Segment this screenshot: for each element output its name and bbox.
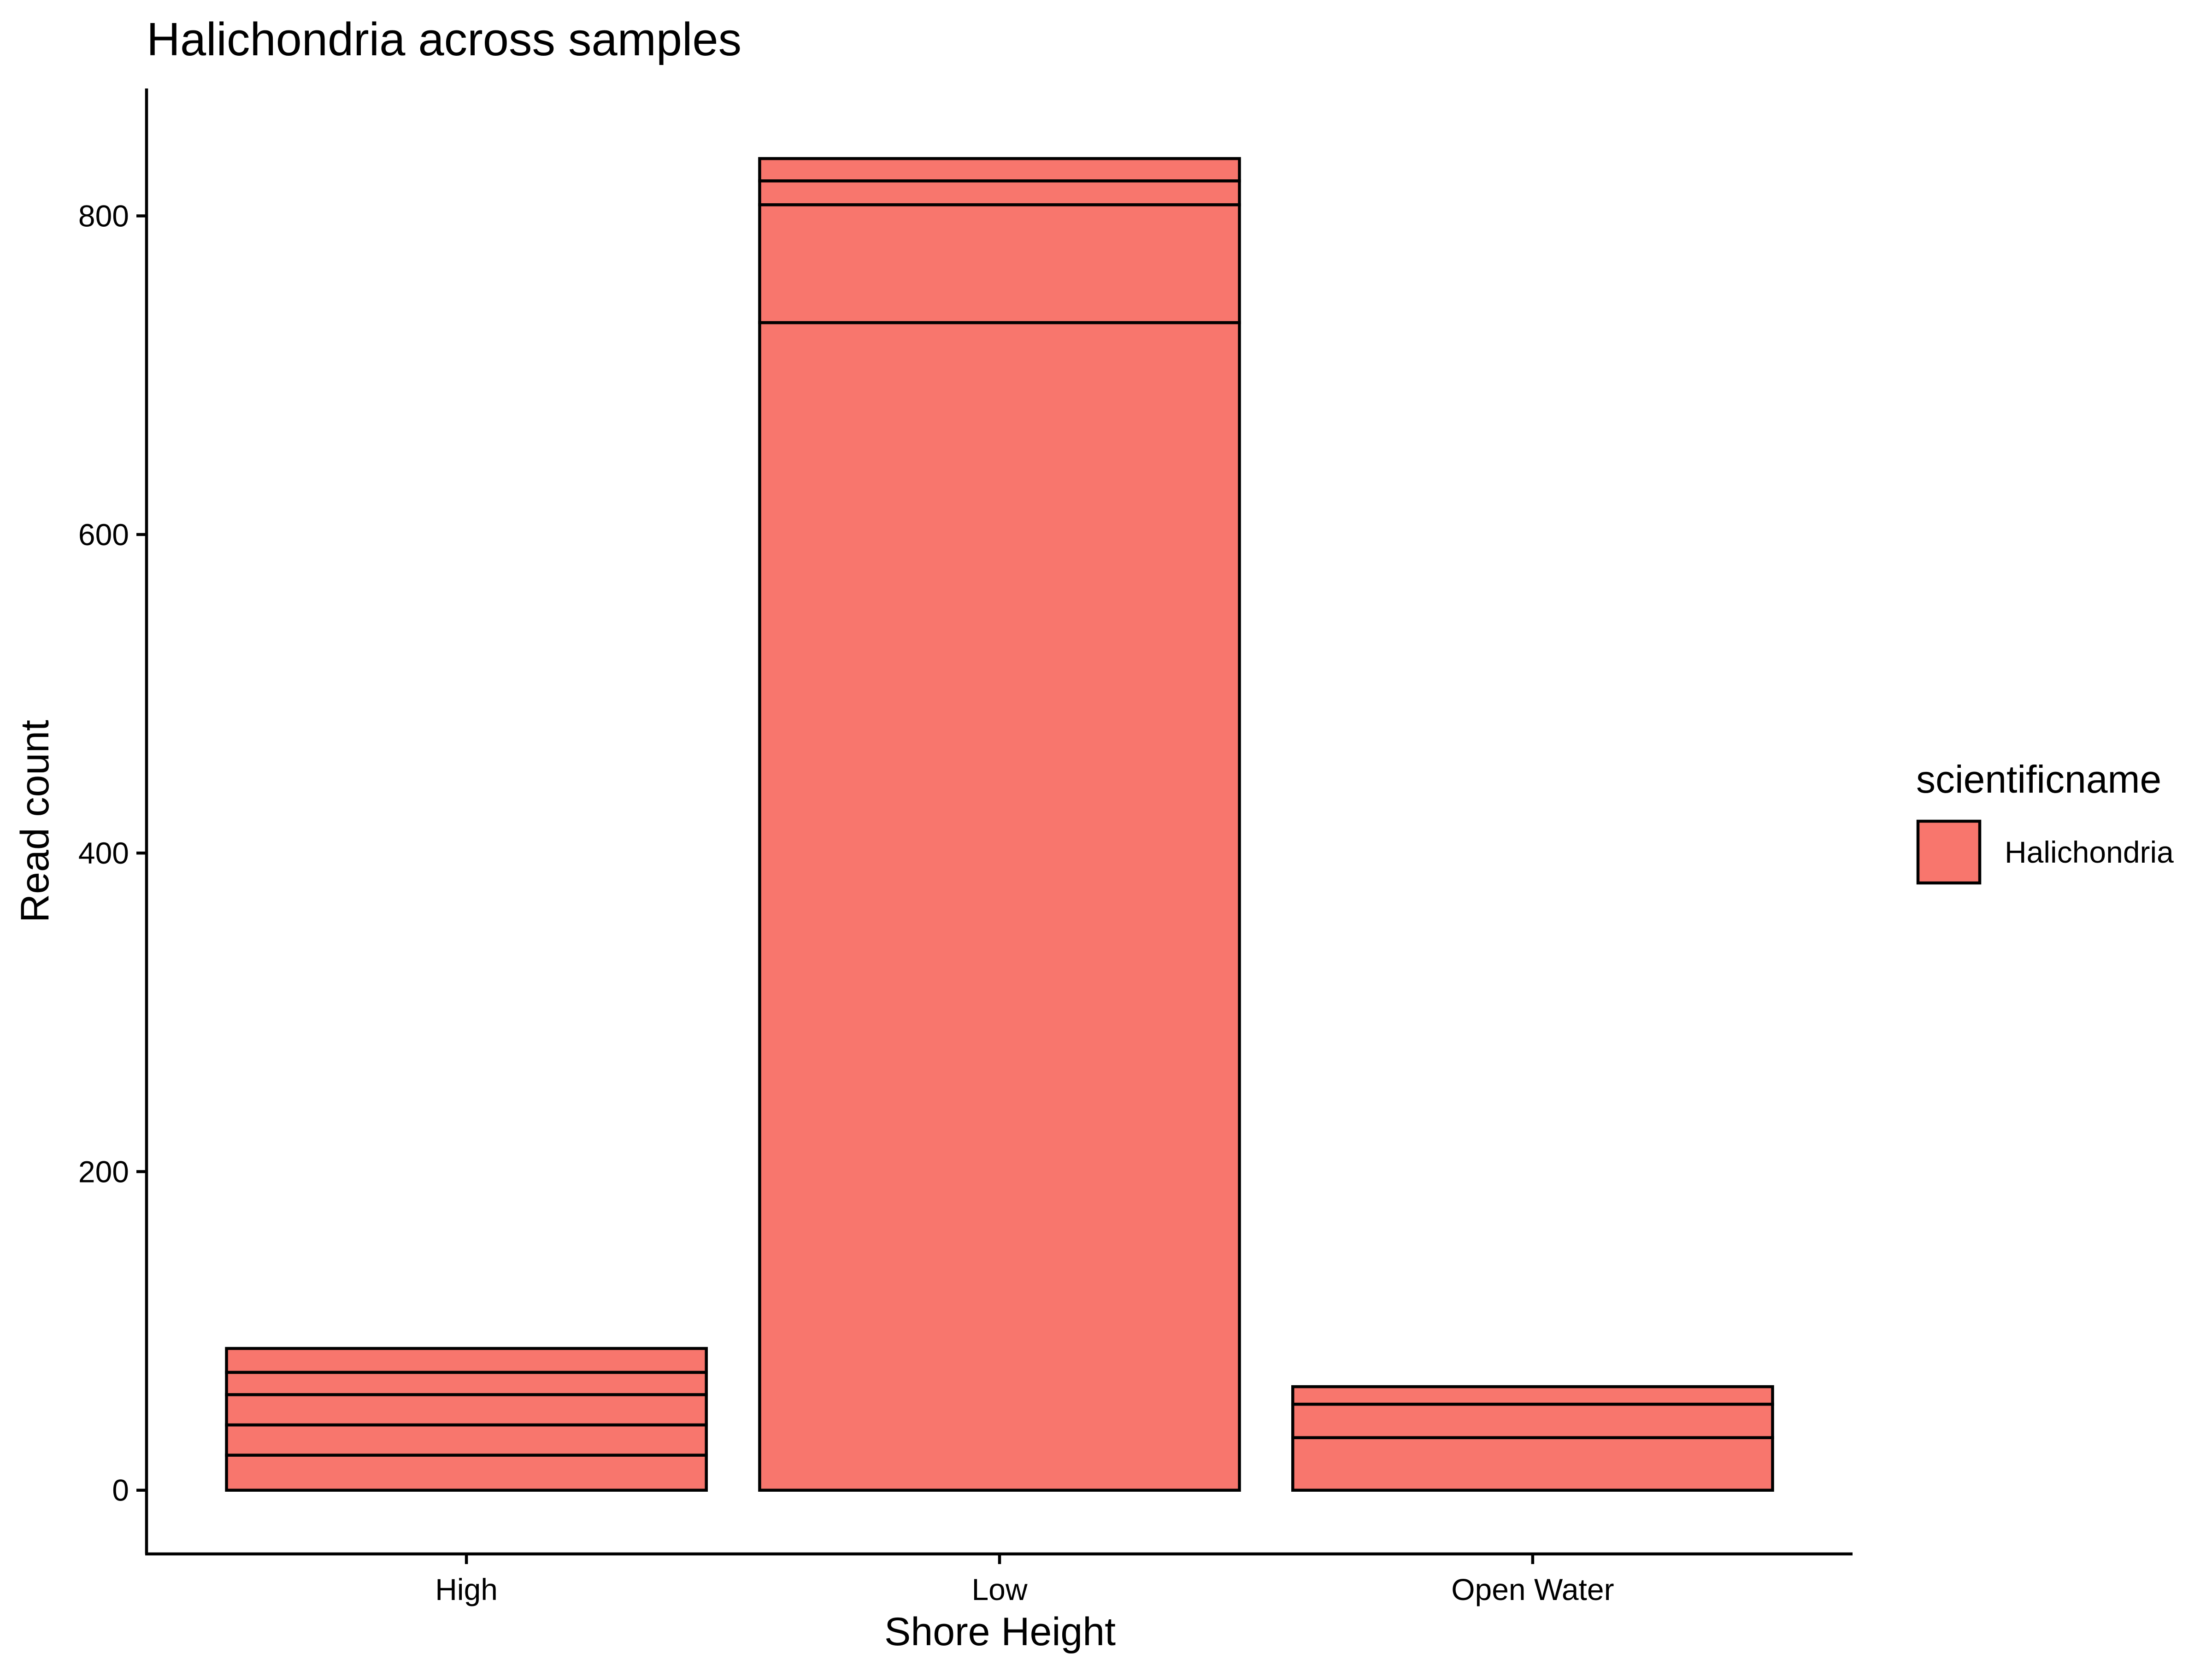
bar-segment-low-1 [758,321,1241,1492]
bar-segment-high-3 [225,1393,708,1427]
x-tick-label: Open Water [1451,1572,1614,1606]
plot-area [225,157,1774,1492]
bar-segment-high-2 [225,1423,708,1457]
bar-segment-high-1 [225,1453,708,1492]
legend-label-halichondria: Halichondria [2005,835,2174,869]
legend-key-halichondria [1916,819,1982,885]
bar-segment-open-water-1 [1291,1436,1774,1492]
legend-title: scientificname [1916,758,2161,801]
bar-segment-open-water-2 [1291,1402,1774,1439]
x-axis-title: Shore Height [884,1610,1116,1654]
y-axis-ticks: 0 200 400 600 800 [78,199,147,1507]
x-tick-label: Low [971,1572,1027,1606]
y-tick-label: 600 [78,518,129,552]
x-axis-ticks: High Low Open Water [435,1554,1614,1606]
y-tick-label: 800 [78,199,129,233]
bar-segment-low-2 [758,203,1241,324]
bar-segment-low-3 [758,179,1241,206]
x-tick-label: High [435,1572,498,1606]
bar-segment-high-4 [225,1371,708,1396]
y-tick-label: 0 [112,1473,129,1507]
bar-segment-low-4 [758,157,1241,182]
y-tick-label: 400 [78,836,129,870]
y-axis-title: Read count [13,720,57,923]
chart-title: Halichondria across samples [147,14,741,65]
bar-segment-high-5 [225,1347,708,1374]
legend: scientificname Halichondria [1916,758,2174,885]
y-tick-label: 200 [78,1154,129,1188]
bar-segment-open-water-3 [1291,1385,1774,1406]
